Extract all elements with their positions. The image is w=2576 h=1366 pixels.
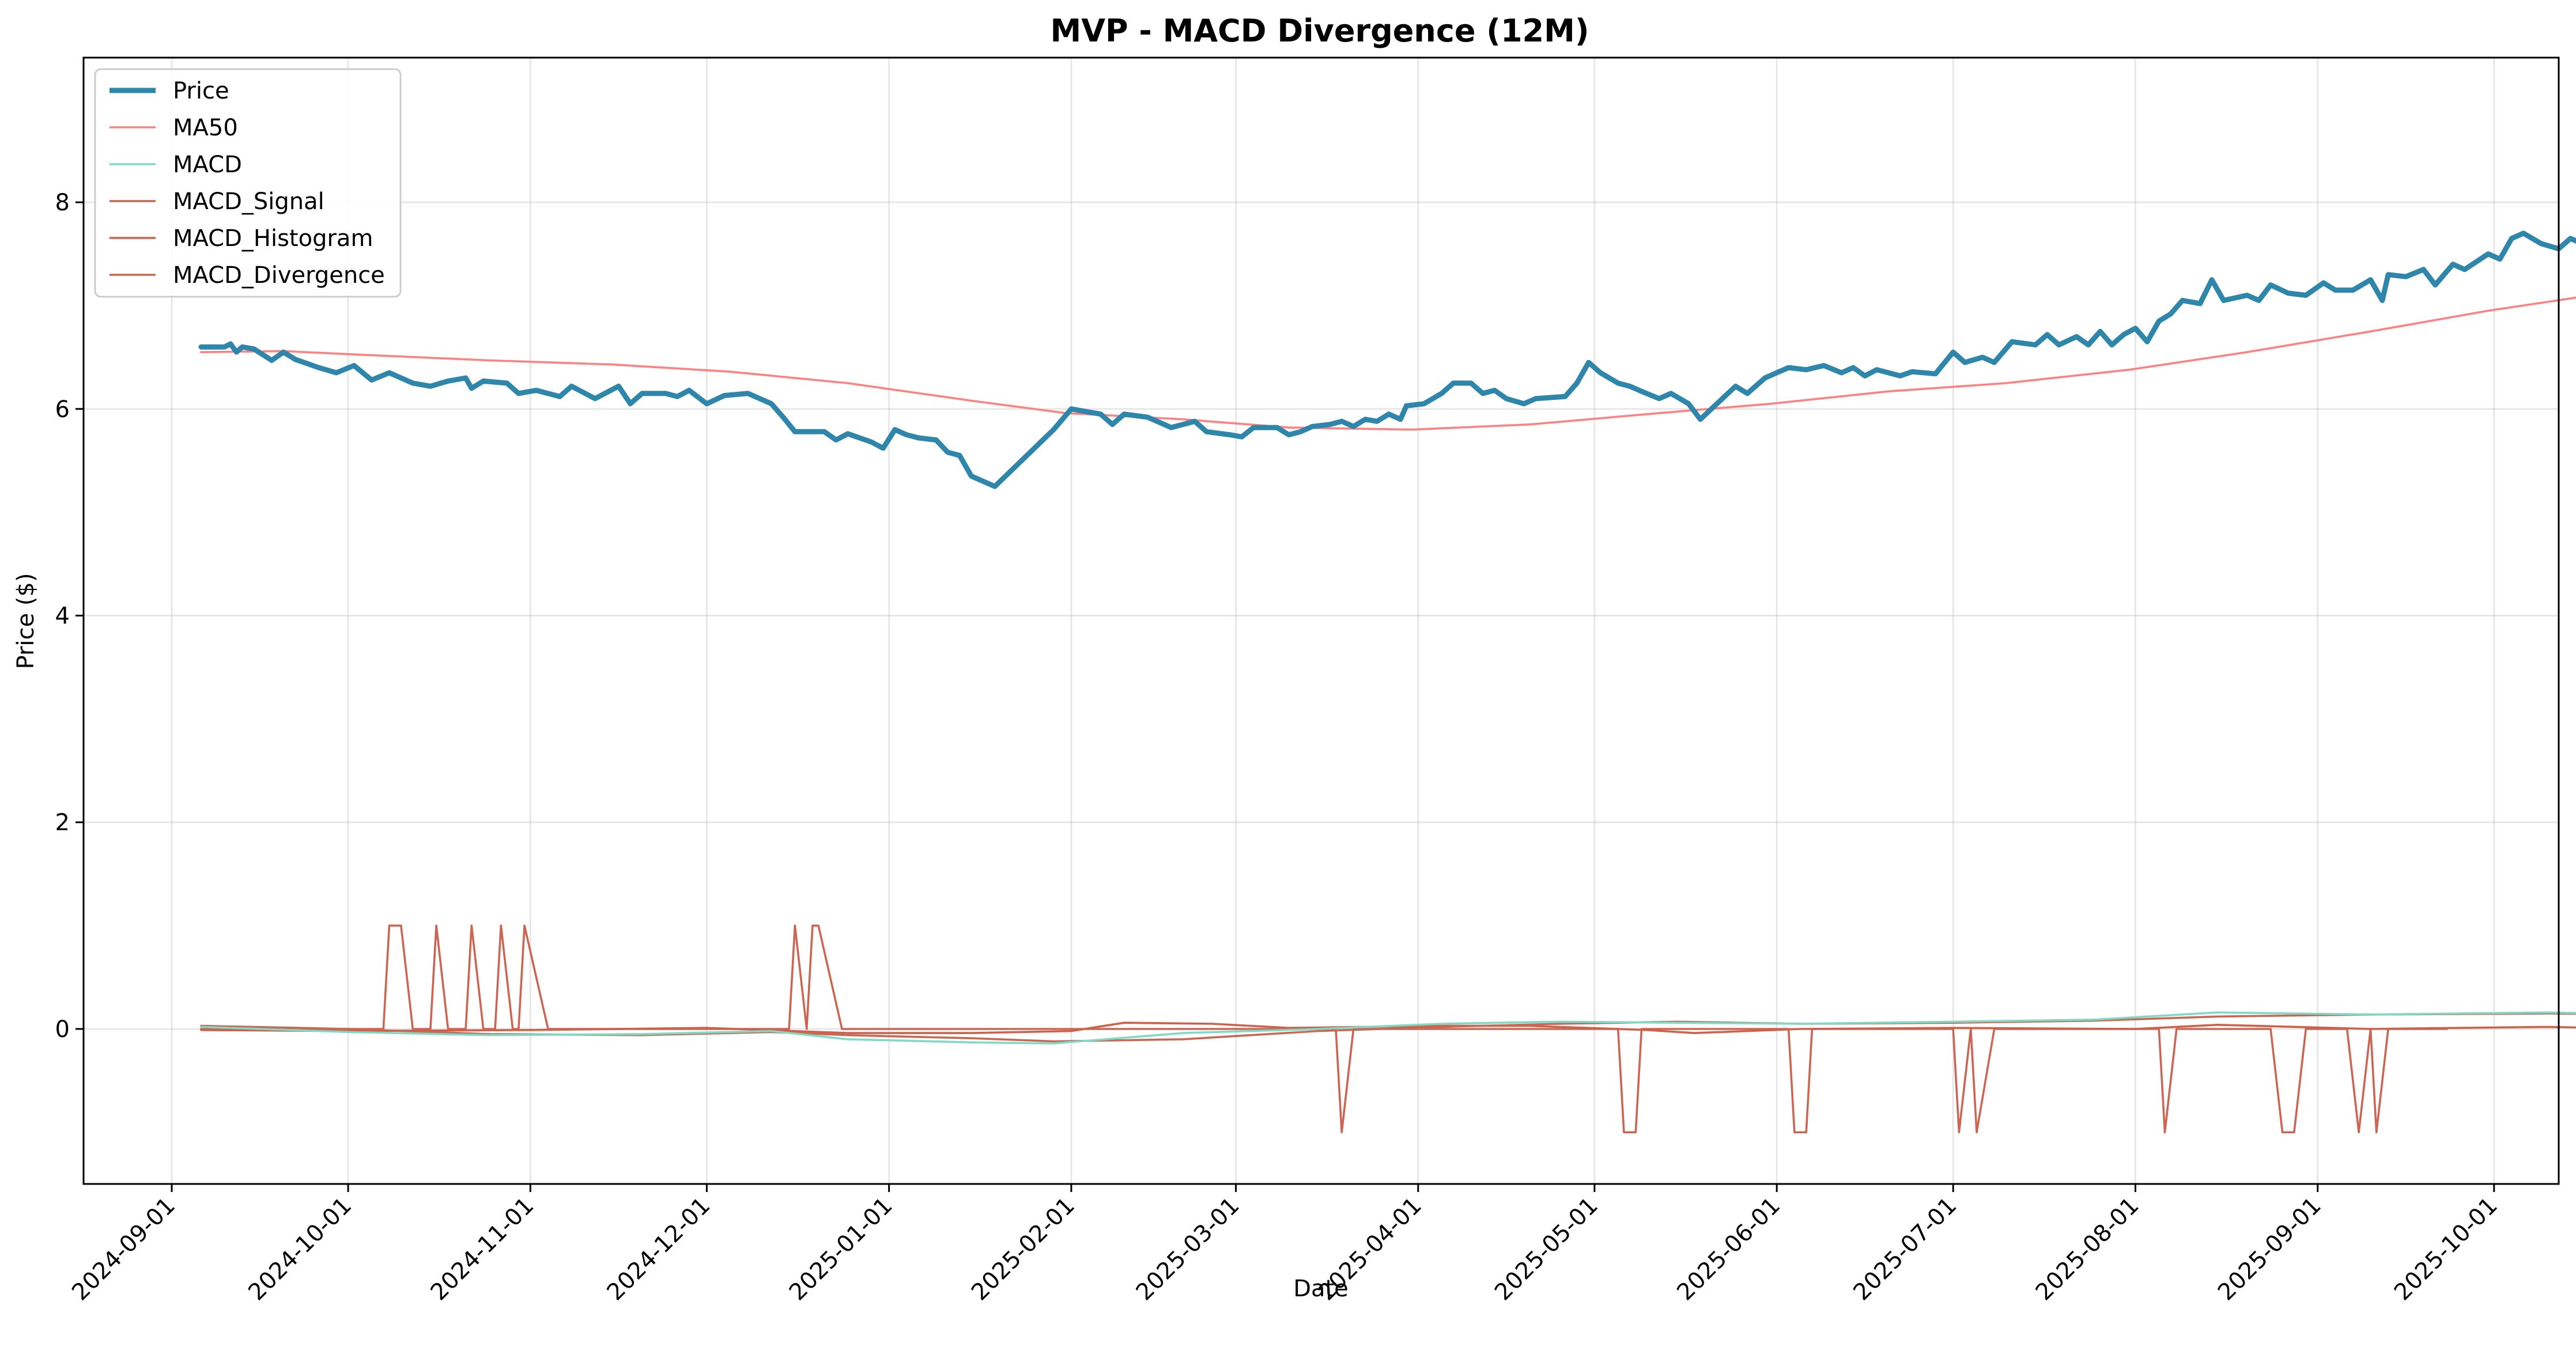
legend-label: MACD_Signal: [173, 188, 324, 215]
chart-title: MVP - MACD Divergence (12M): [1050, 13, 1589, 49]
y-tick-label: 6: [55, 396, 70, 423]
y-tick-label: 0: [55, 1016, 70, 1043]
y-tick-label: 8: [55, 190, 70, 216]
legend-label: MACD_Divergence: [173, 262, 385, 289]
legend: Price MA50 MACD MACD_Signal MACD_Histogram MA…: [94, 68, 402, 298]
x-axis-label: Date: [1293, 1276, 1349, 1302]
grid: [84, 58, 2559, 1184]
legend-label: MA50: [173, 115, 238, 141]
legend-label: MACD: [173, 152, 242, 178]
y-axis-label: Price ($): [13, 573, 39, 669]
legend-box: [94, 68, 402, 298]
y-tick-label: 2: [55, 809, 70, 836]
series-line-macd-histogram: [200, 1021, 2576, 1034]
plot-frame: [82, 56, 2560, 1185]
series-line-macd: [200, 1011, 2576, 1045]
series-lines: [198, 230, 2576, 1134]
y-axis: 0 2 4 6 8: [55, 190, 84, 1043]
series-line-price: [198, 230, 2576, 489]
series-line-macd-divergence: [200, 924, 2449, 1134]
plot-area: [82, 56, 2576, 1185]
legend-label: Price: [173, 78, 229, 104]
y-tick-label: 4: [55, 603, 70, 630]
legend-label: MACD_Histogram: [173, 225, 373, 252]
